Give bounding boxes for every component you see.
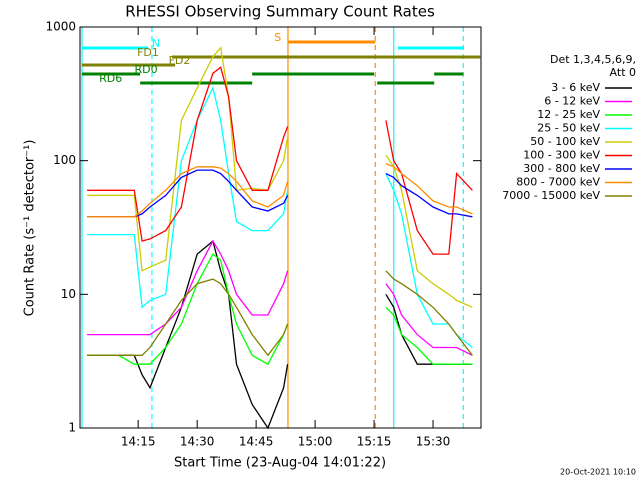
flag-label: FD1 bbox=[137, 46, 159, 59]
flag-label: S bbox=[274, 31, 281, 44]
y-tick-label: 1000 bbox=[45, 20, 76, 34]
series-line bbox=[87, 239, 473, 356]
series-line bbox=[87, 162, 473, 218]
x-tick-label: 14:15 bbox=[121, 435, 156, 449]
x-tick-label: 15:00 bbox=[298, 435, 333, 449]
x-tick-label: 14:30 bbox=[180, 435, 215, 449]
legend-label: 12 - 25 keV bbox=[537, 108, 600, 121]
legend-label: 50 - 100 keV bbox=[530, 135, 600, 148]
series-line bbox=[87, 169, 473, 218]
x-axis-label: Start Time (23-Aug-04 14:01:22) bbox=[174, 456, 386, 471]
flag-label: FD2 bbox=[169, 54, 191, 67]
flag-label: RD6 bbox=[99, 72, 122, 85]
x-tick-label: 15:30 bbox=[416, 435, 451, 449]
series-line bbox=[87, 66, 473, 255]
chart-title: RHESSI Observing Summary Count Rates bbox=[125, 3, 435, 21]
legend-label: 300 - 800 keV bbox=[523, 162, 600, 175]
legend-label: 100 - 300 keV bbox=[523, 149, 600, 162]
x-tick-label: 14:45 bbox=[239, 435, 274, 449]
footer: 20-Oct-2021 10:10 bbox=[560, 468, 636, 477]
y-axis-label: Count Rate (s⁻¹ detector⁻¹) bbox=[23, 140, 38, 317]
series-line bbox=[87, 270, 473, 357]
legend-label: 3 - 6 keV bbox=[551, 81, 600, 94]
x-tick-label: 15:15 bbox=[357, 435, 392, 449]
legend-label: 7000 - 15000 keV bbox=[502, 189, 600, 202]
y-tick-label: 1 bbox=[68, 421, 76, 435]
legend-title: Att 0 bbox=[610, 66, 636, 79]
series-line bbox=[87, 253, 473, 366]
y-tick-label: 10 bbox=[61, 287, 76, 301]
y-tick-label: 100 bbox=[53, 153, 76, 167]
legend-label: 25 - 50 keV bbox=[537, 122, 600, 135]
legend-label: 800 - 7000 keV bbox=[516, 176, 600, 189]
legend-title: Det 1,3,4,5,6,9, bbox=[550, 53, 636, 66]
series-line bbox=[87, 85, 473, 349]
series-line bbox=[87, 46, 473, 308]
plot-frame bbox=[79, 26, 482, 429]
legend-label: 6 - 12 keV bbox=[544, 95, 600, 108]
flag-label: RD0 bbox=[134, 63, 157, 76]
flag-label: N bbox=[152, 37, 160, 50]
